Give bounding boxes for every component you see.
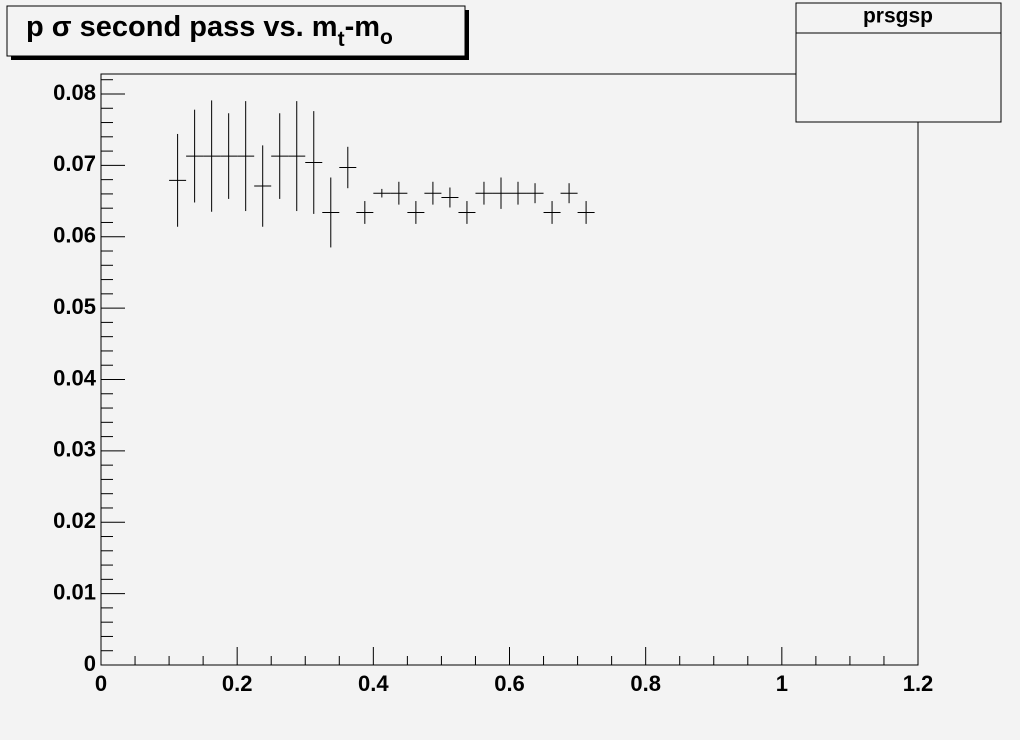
x-tick-label: 1.2: [903, 671, 934, 696]
x-tick-label: 0.6: [494, 671, 525, 696]
title-part: -m: [345, 11, 380, 43]
y-tick-label: 0.08: [53, 80, 96, 105]
y-tick-label: 0.06: [53, 223, 96, 248]
x-tick-label: 0.2: [222, 671, 253, 696]
title-part: p σ second pass vs. m: [26, 11, 338, 43]
title-sub: o: [380, 26, 393, 49]
y-tick-label: 0: [84, 651, 96, 676]
stats-box: prsgsp: [795, 2, 1002, 123]
x-tick-label: 0.4: [358, 671, 389, 696]
chart-title: p σ second pass vs. mt-mo: [26, 11, 393, 51]
x-tick-label: 1: [776, 671, 788, 696]
stats-frame: [795, 2, 1002, 123]
y-tick-label: 0.03: [53, 437, 96, 462]
x-tick-label: 0: [95, 671, 107, 696]
stats-title: prsgsp: [863, 5, 933, 28]
title-sub: t: [338, 28, 345, 51]
y-tick-label: 0.04: [53, 365, 97, 390]
y-tick-label: 0.07: [53, 151, 96, 176]
y-tick-label: 0.02: [53, 508, 96, 533]
y-tick-label: 0.01: [53, 579, 96, 604]
title-box: [6, 5, 466, 57]
y-tick-label: 0.05: [53, 294, 96, 319]
x-tick-label: 0.8: [630, 671, 661, 696]
frame: [100, 73, 919, 666]
